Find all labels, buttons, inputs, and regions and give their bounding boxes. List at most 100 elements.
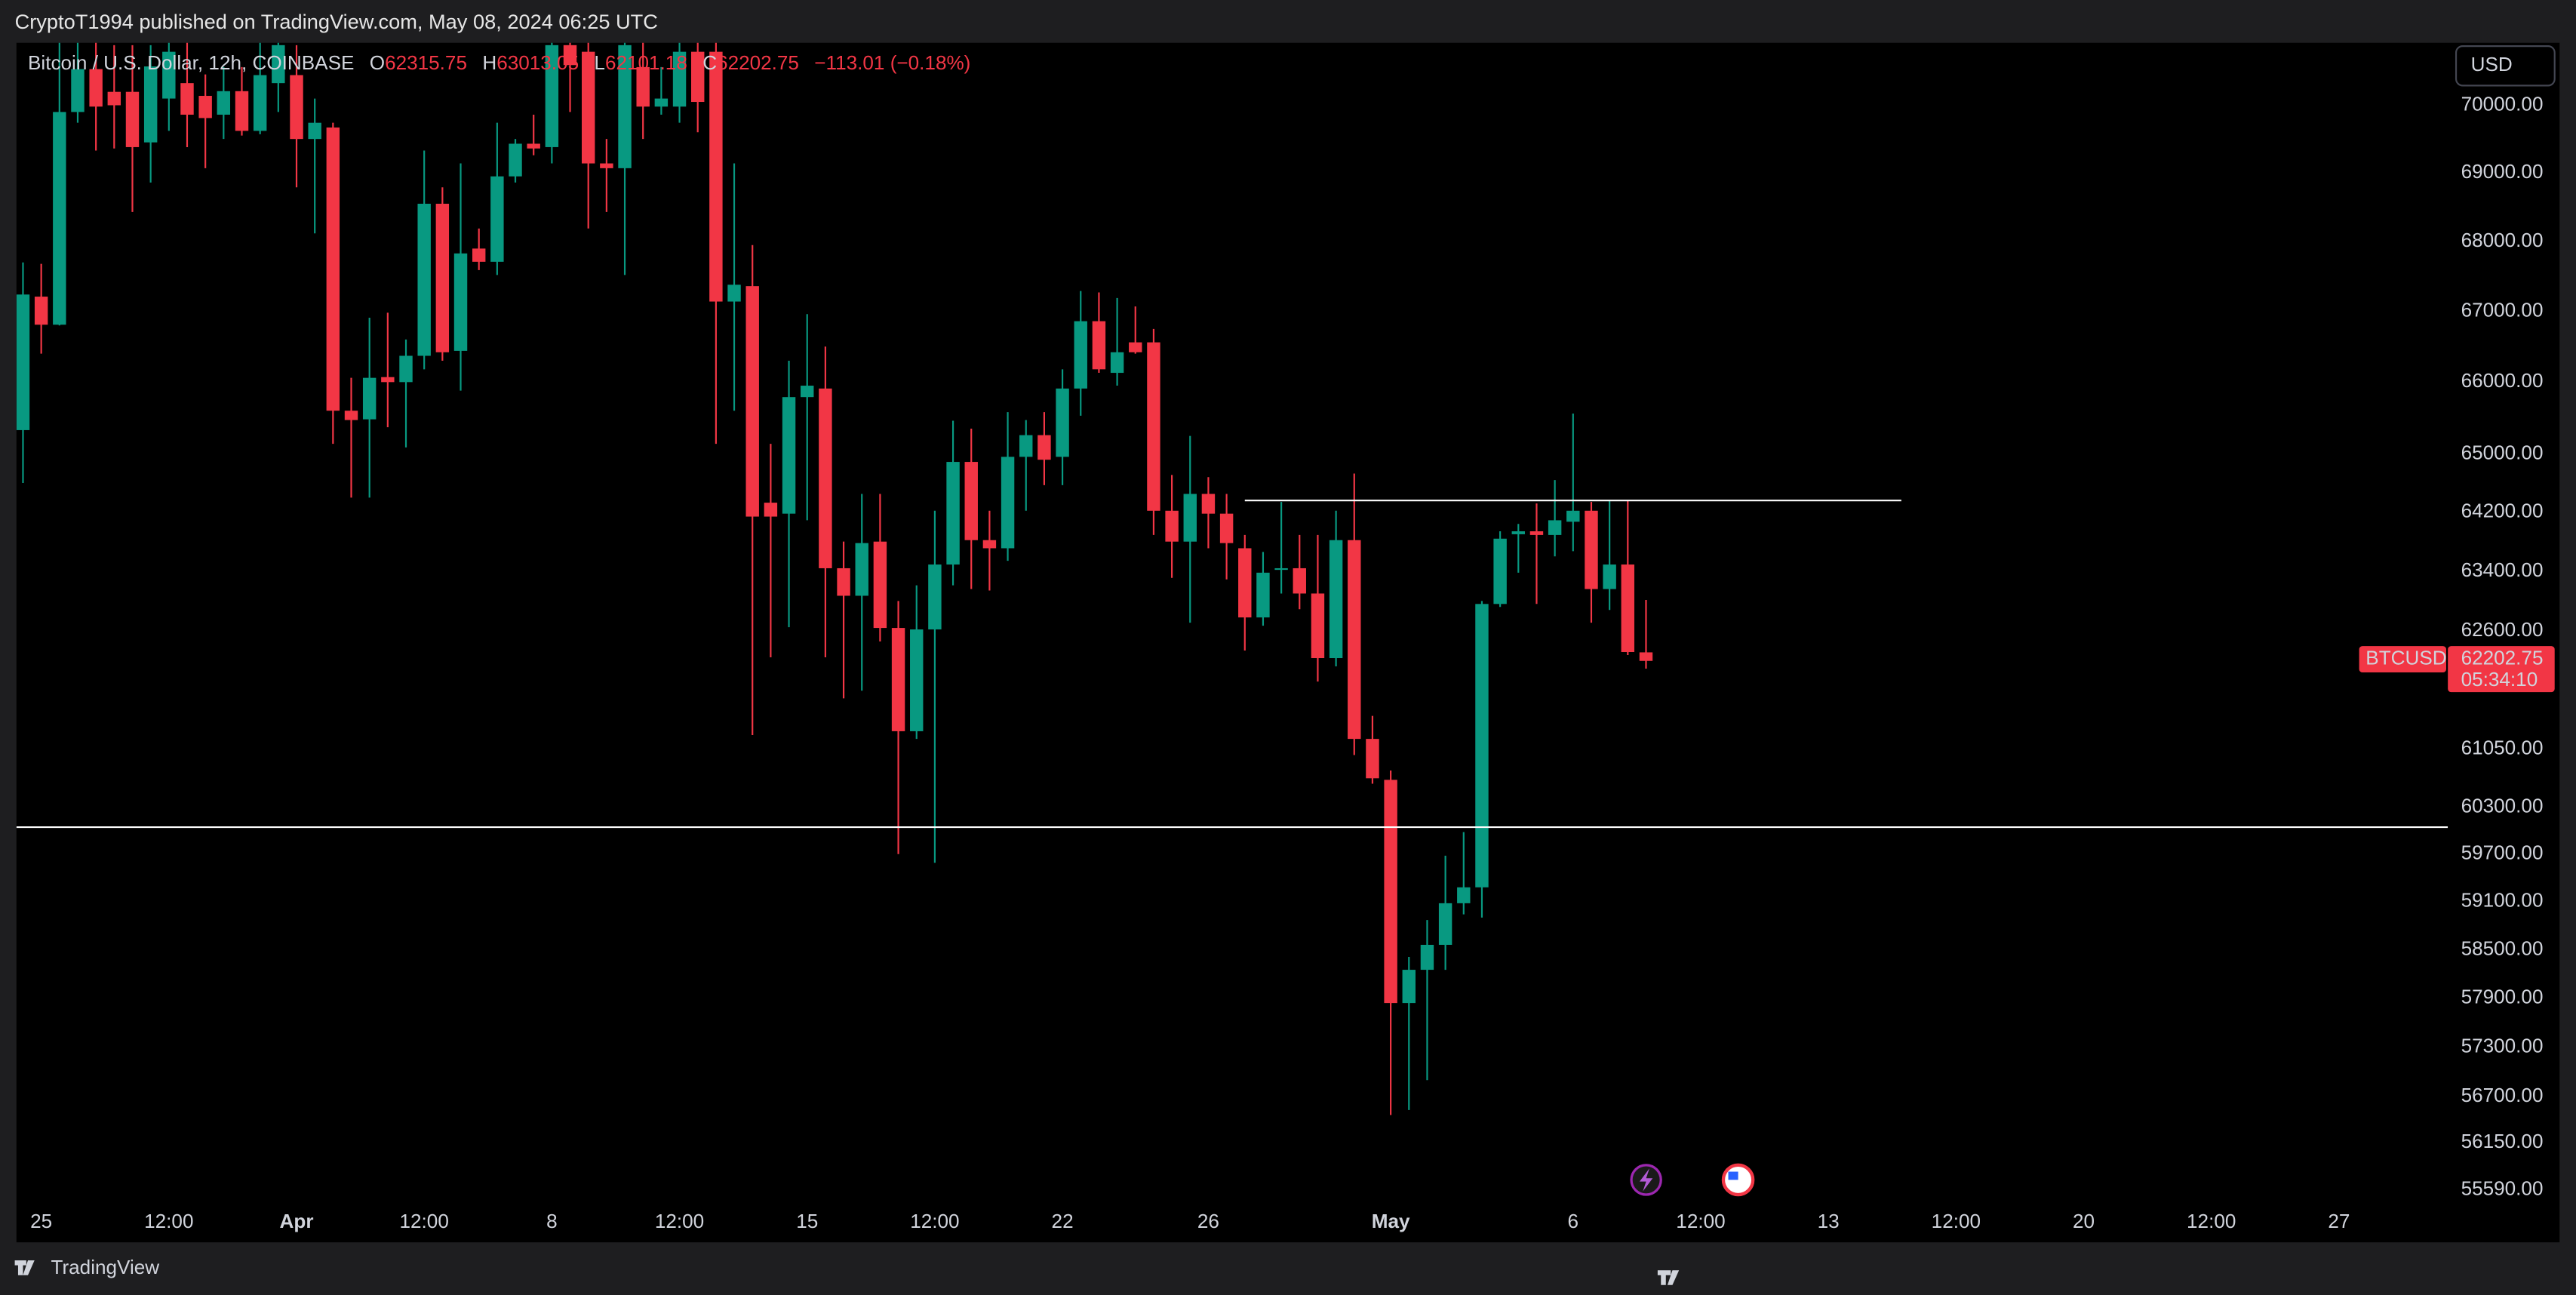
symbol-label-bg [2359, 646, 2446, 672]
x-tick-label: 26 [1197, 1210, 1219, 1232]
candle-body [1056, 388, 1069, 457]
candle-body [946, 462, 960, 565]
candle-body [819, 388, 832, 568]
candle-body [1457, 887, 1471, 903]
candle-body [235, 91, 249, 131]
y-tick-label: 66000.00 [2461, 369, 2544, 392]
ohlc-value: 62101.18 [605, 51, 687, 74]
footer-logo [14, 1260, 35, 1275]
candle-body [198, 96, 212, 118]
ohlc-value: 62315.75 [385, 51, 467, 74]
y-tick-label: 59100.00 [2461, 889, 2544, 912]
candle-body [1493, 538, 1507, 604]
candle-body [764, 503, 778, 517]
candle-body [89, 69, 103, 107]
candle-body [453, 253, 468, 351]
candle-body [563, 45, 577, 66]
candle-body [1110, 352, 1124, 374]
x-tick-label: 15 [796, 1210, 818, 1232]
candle-body [1366, 739, 1379, 779]
candle-body [727, 285, 741, 302]
x-tick-label: 25 [30, 1210, 52, 1232]
x-tick-label: 6 [1568, 1210, 1579, 1232]
y-tick-label: 60300.00 [2461, 794, 2544, 817]
candle-body [362, 377, 377, 420]
countdown: 05:34:10 [2461, 668, 2538, 691]
candle-body [143, 66, 158, 143]
candle-body [509, 143, 522, 177]
candle-body [1293, 568, 1306, 594]
candle-body [34, 297, 48, 325]
candle-body [1384, 780, 1397, 1004]
ohlc-value: 62202.75 [717, 51, 799, 74]
candle-body [855, 543, 868, 596]
lightning [1639, 1168, 1653, 1192]
candle-body [272, 45, 285, 84]
symbol: Bitcoin / U.S. Dollar, 12h, COINBASE [28, 51, 354, 74]
candle-body [873, 541, 887, 629]
y-tick-label: 68000.00 [2461, 229, 2544, 251]
candle-body [1165, 510, 1179, 542]
x-tick-label: May [1372, 1210, 1410, 1232]
last-price: 62202.75 [2461, 646, 2544, 669]
candle-body [1621, 564, 1635, 653]
candle-body [1548, 520, 1562, 535]
x-tick-label: 12:00 [400, 1210, 449, 1232]
currency-button[interactable] [2455, 45, 2556, 87]
y-tick-label: 69000.00 [2461, 160, 2544, 183]
candle-body [891, 628, 905, 731]
x-tick-label: 13 [1818, 1210, 1840, 1232]
y-tick-label: 63400.00 [2461, 558, 2544, 581]
x-tick-label: 20 [2073, 1210, 2095, 1232]
y-tick-label: 61050.00 [2461, 736, 2544, 758]
x-tick-label: 8 [546, 1210, 558, 1232]
ohlc-label: L [594, 51, 605, 74]
candle-body [381, 377, 395, 383]
publish-header: CryptoT1994 published on TradingView.com… [15, 10, 658, 33]
y-tick-label: 55590.00 [2461, 1177, 2544, 1199]
candle-body [581, 51, 595, 164]
candle-body [964, 462, 978, 540]
candle-body [180, 83, 194, 115]
candle-body [472, 248, 486, 262]
plot [16, 42, 2448, 1115]
y-tick-label: 56150.00 [2461, 1130, 2544, 1152]
x-tick-label: 12:00 [1932, 1210, 1981, 1232]
candle-body [672, 51, 687, 107]
candle-body [217, 91, 231, 115]
y-tick-label: 58500.00 [2461, 937, 2544, 959]
logo [1657, 1270, 1680, 1285]
candle-body [1129, 342, 1142, 352]
candle-body [1037, 435, 1051, 460]
candle-body [1001, 457, 1015, 549]
candle-body [107, 91, 121, 106]
candle-body [801, 386, 814, 398]
change: −113.01 (−0.18%) [814, 51, 970, 74]
candle-body [982, 540, 997, 549]
currency-label[interactable]: USD [2471, 53, 2513, 75]
y-tick-label: 65000.00 [2461, 441, 2544, 463]
candle-body [691, 51, 705, 103]
candle-body [326, 127, 340, 411]
candle-body [527, 143, 540, 149]
x-tick-label: 22 [1052, 1210, 1074, 1232]
candle-body [1329, 540, 1343, 659]
candle-body [1402, 970, 1416, 1004]
candle-body [1529, 531, 1544, 535]
candle-body [53, 112, 66, 325]
y-tick-label: 64200.00 [2461, 500, 2544, 522]
symbol-label: BTCUSD [2365, 646, 2446, 669]
x-tick-label: 12:00 [144, 1210, 193, 1232]
x-tick-label: Apr [280, 1210, 314, 1232]
candle-body [16, 294, 30, 430]
candle-body [1183, 494, 1197, 542]
candle-body [253, 75, 267, 131]
candle-body [1092, 321, 1106, 370]
candle-body [71, 69, 85, 112]
candle-body [1438, 903, 1452, 945]
candle-body [1219, 513, 1234, 543]
candle-body [1238, 548, 1252, 618]
candle-body [636, 66, 650, 107]
flag-canton [1728, 1171, 1738, 1180]
